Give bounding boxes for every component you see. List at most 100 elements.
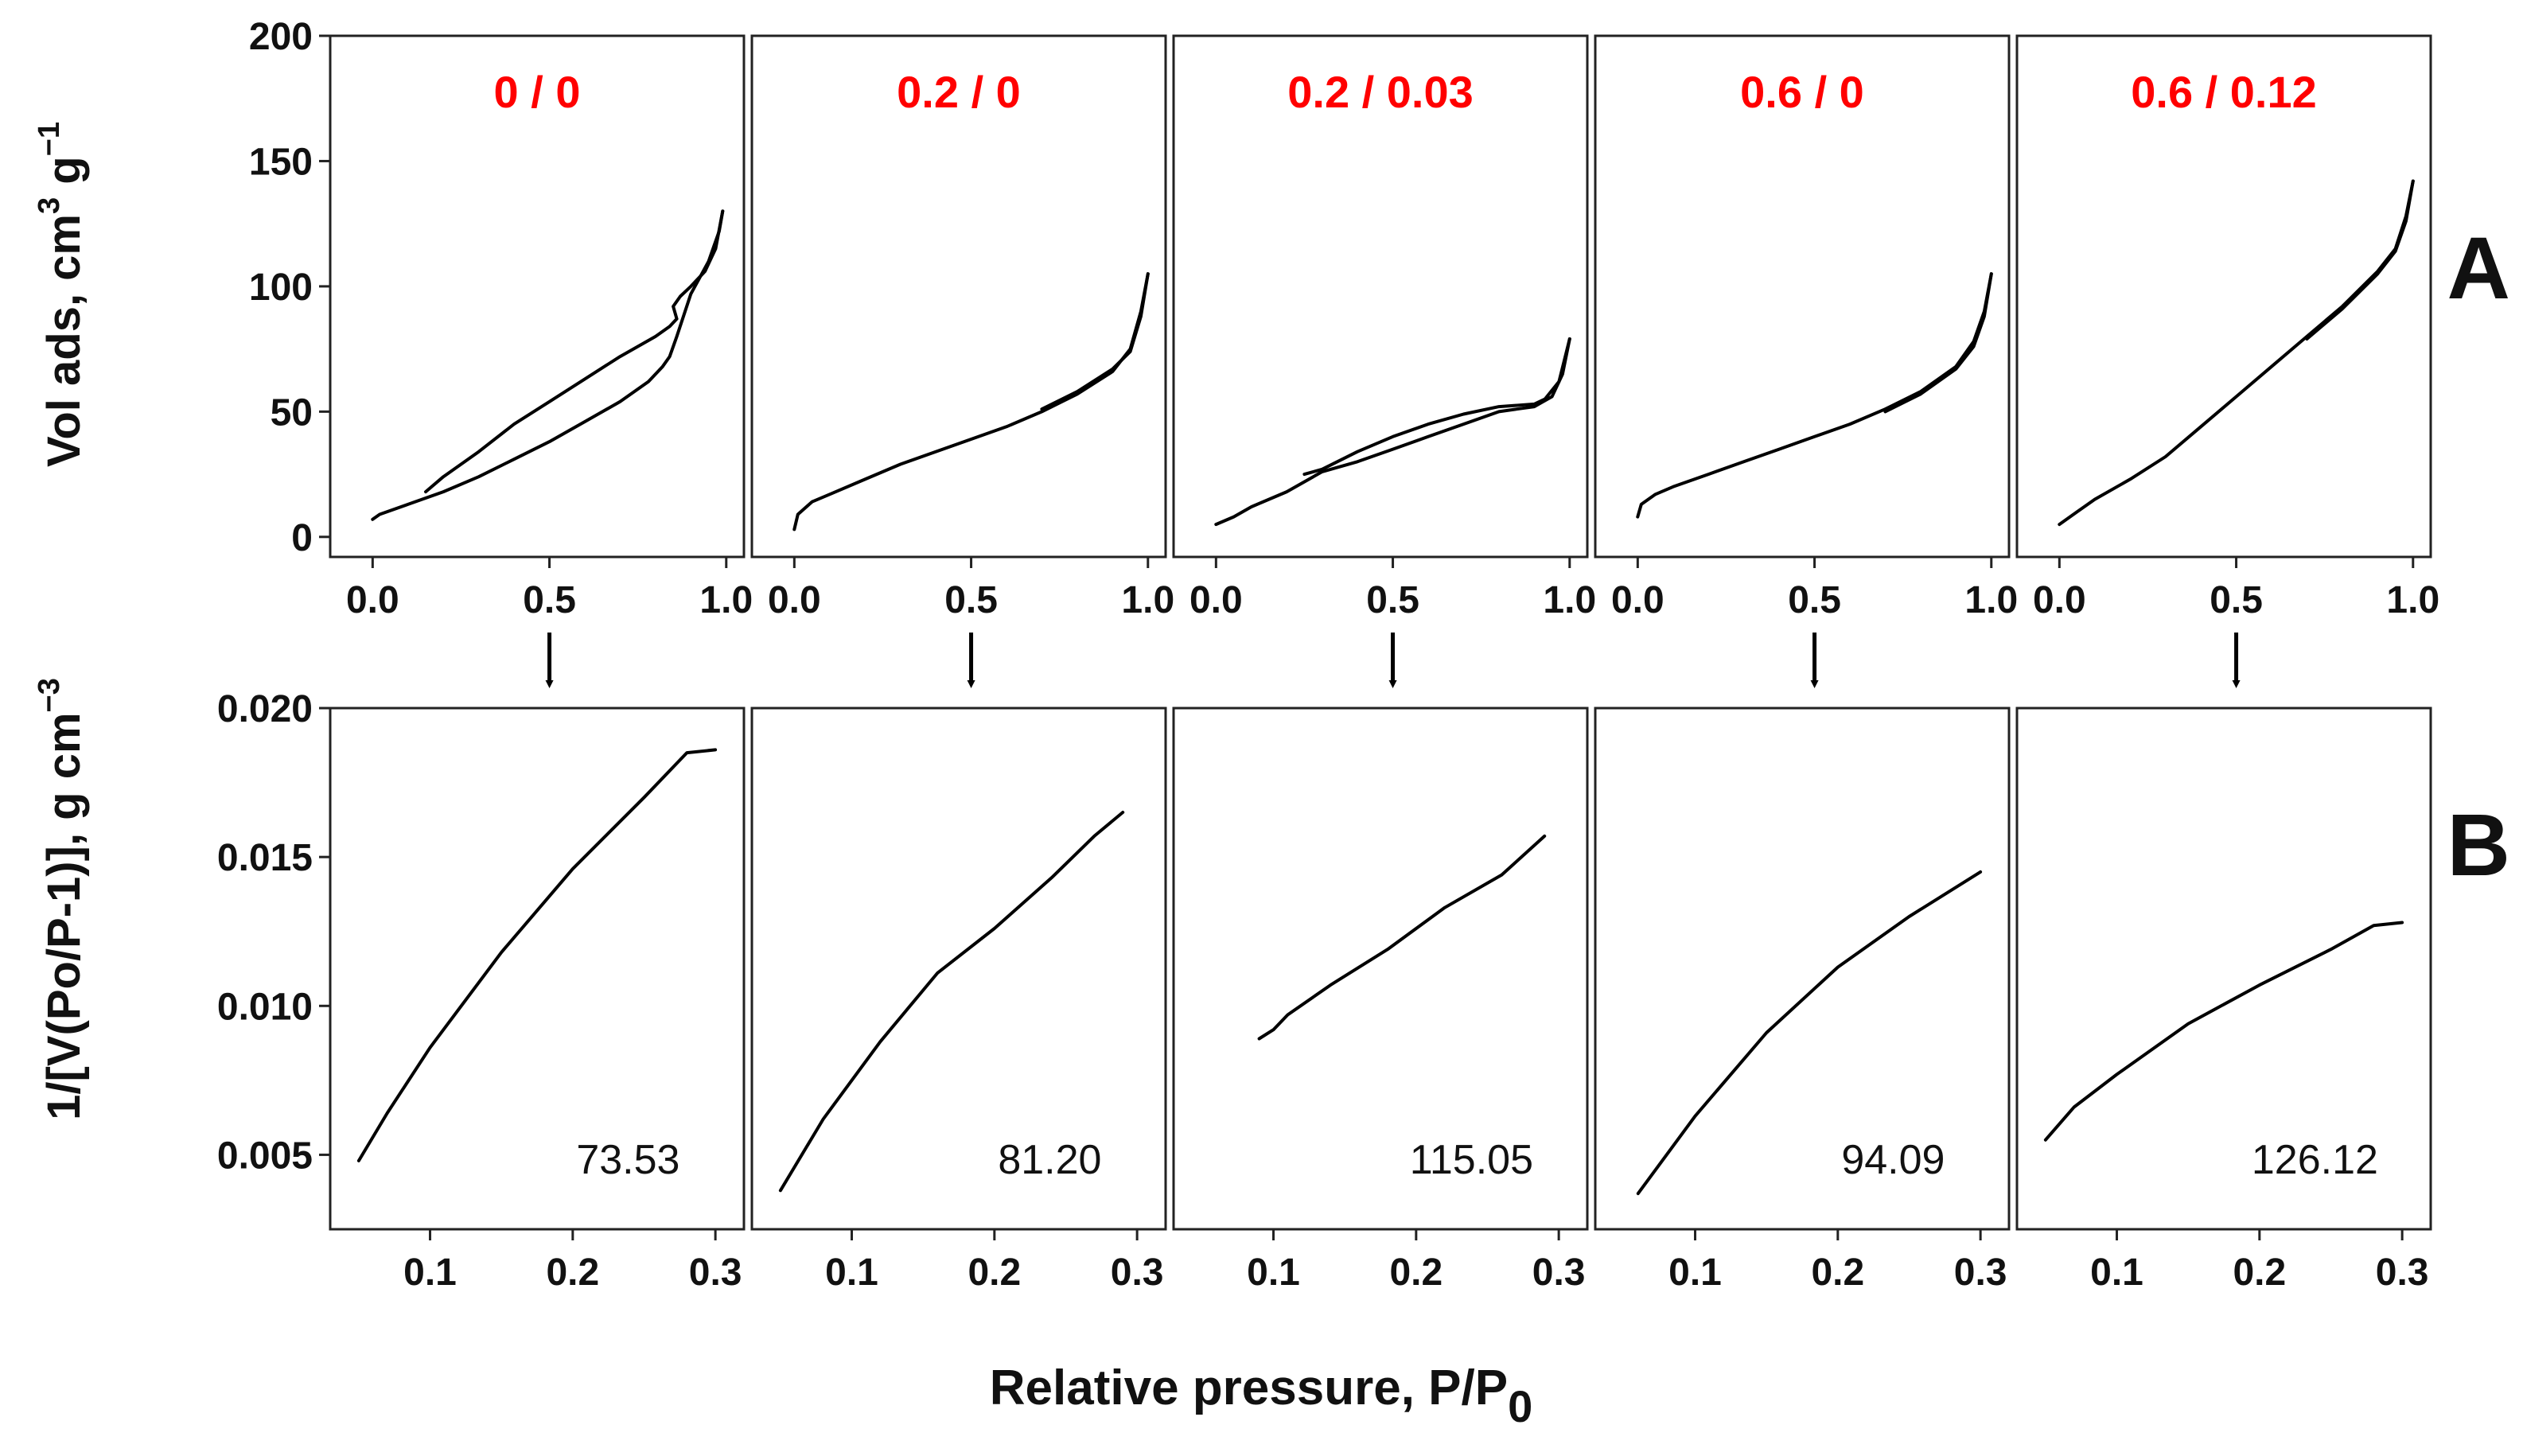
- y-tick-label: 0.010: [217, 986, 313, 1028]
- adsorption-curve: [792, 272, 1150, 531]
- y-tick-label: 50: [271, 391, 313, 434]
- x-tick-label: 0.0: [1189, 579, 1243, 621]
- bet-surface-value: 126.12: [2252, 1137, 2378, 1183]
- x-tick-label: 0.2: [2233, 1252, 2286, 1294]
- xlabel-main: Relative pressure, P/P: [990, 1361, 1508, 1415]
- adsorption-curve: [1214, 337, 1571, 527]
- x-tick-label: 0.5: [2210, 579, 2263, 621]
- adsorption-curve: [1636, 272, 1993, 519]
- bet-surface-value: 73.53: [576, 1137, 679, 1183]
- x-tick-label: 0.1: [1247, 1252, 1300, 1294]
- plot-frame: [329, 34, 746, 559]
- bet-surface-value: 115.05: [1410, 1137, 1533, 1183]
- bet-row: 73.53 0.1 0.2 0.3 0.005 0.010 0.015 0.020 81.20 0…: [217, 688, 2432, 1294]
- x-tick-label: 0.1: [403, 1252, 457, 1294]
- bet-surface-value: 94.09: [1841, 1137, 1945, 1183]
- bet-line: [356, 748, 718, 1162]
- sample-title: 0.6 / 0.12: [2131, 67, 2317, 117]
- isotherm-panel: 0.2 / 0 0.0 0.5 1.0: [750, 34, 1174, 621]
- x-tick-label: 1.0: [1964, 579, 2018, 621]
- y-tick-label: 0.020: [217, 688, 313, 730]
- x-tick-label: 0.3: [1954, 1252, 2007, 1294]
- x-tick-label: 1.0: [699, 579, 753, 621]
- y-tick-label: 150: [249, 141, 313, 183]
- y-tick-label: 200: [249, 16, 313, 58]
- x-tick-label: 0.2: [968, 1252, 1021, 1294]
- bet-panel: 115.05 0.1 0.2 0.3: [1172, 707, 1589, 1294]
- plot-frame: [1172, 707, 1589, 1231]
- desorption-curve: [1302, 337, 1571, 477]
- x-tick-label: 0.5: [1788, 579, 1841, 621]
- x-tick-label: 0.5: [523, 579, 576, 621]
- x-tick-label: 0.2: [1389, 1252, 1443, 1294]
- bet-line: [778, 811, 1125, 1193]
- plot-frame: [329, 707, 746, 1231]
- bet-ylabel-main: 1/[V(Po/P-1)], g cm: [38, 712, 90, 1119]
- isotherm-panel: 0 / 0 0.0 0.5 1.0 0 50 100 150 200: [249, 16, 753, 621]
- sample-title: 0.6 / 0: [1740, 67, 1864, 117]
- x-tick-label: 0.5: [1366, 579, 1419, 621]
- x-tick-label: 1.0: [1543, 579, 1596, 621]
- bet-surface-value: 81.20: [998, 1137, 1101, 1183]
- isotherm-panel: 0.6 / 0 0.0 0.5 1.0: [1594, 34, 2018, 621]
- isotherm-ylabel-sup1: 3: [33, 197, 66, 214]
- x-tick-label: 0.0: [1611, 579, 1664, 621]
- x-tick-label: 1.0: [2386, 579, 2439, 621]
- bet-ylabel-sup: −3: [33, 678, 66, 712]
- bet-line: [2043, 921, 2404, 1142]
- x-tick-label: 0.1: [2090, 1252, 2143, 1294]
- desorption-curve: [424, 209, 725, 494]
- bet-panel: 73.53 0.1 0.2 0.3 0.005 0.010 0.015 0.020: [217, 688, 746, 1294]
- plot-frame: [1594, 707, 2011, 1231]
- plot-frame: [750, 707, 1167, 1231]
- bet-panel: 81.20 0.1 0.2 0.3: [750, 707, 1167, 1294]
- isotherm-ylabel-main: Vol ads, cm: [38, 214, 90, 467]
- xlabel-sub: 0: [1508, 1381, 1532, 1431]
- plot-frame: [1172, 34, 1589, 559]
- x-tick-label: 0.0: [768, 579, 821, 621]
- x-tick-label: 1.0: [1121, 579, 1174, 621]
- sample-title: 0 / 0: [494, 67, 581, 117]
- x-tick-label: 0.3: [2376, 1252, 2429, 1294]
- x-tick-label: 0.1: [825, 1252, 878, 1294]
- isotherm-y-axis-label: Vol ads, cm3 g−1: [33, 122, 90, 467]
- bet-line: [1257, 834, 1547, 1041]
- bet-panel: 94.09 0.1 0.2 0.3: [1594, 707, 2011, 1294]
- bet-line: [1636, 870, 1983, 1196]
- isotherm-panel: 0.2 / 0.03 0.0 0.5 1.0: [1172, 34, 1596, 621]
- plot-frame: [2015, 707, 2432, 1231]
- plot-frame: [1594, 34, 2011, 559]
- plot-frame: [2015, 34, 2432, 559]
- x-axis-label: Relative pressure, P/P0: [990, 1361, 1533, 1431]
- adsorption-curve: [371, 209, 725, 521]
- isotherm-row: 0 / 0 0.0 0.5 1.0 0 50 100 150 200 0.2 / 0 0.0 0.5 1…: [249, 16, 2439, 621]
- y-tick-label: 100: [249, 267, 313, 309]
- y-tick-label: 0.005: [217, 1135, 313, 1177]
- x-tick-label: 0.0: [2033, 579, 2086, 621]
- x-tick-label: 0.3: [689, 1252, 742, 1294]
- bet-y-axis-label: 1/[V(Po/P-1)], g cm−3: [33, 678, 90, 1120]
- bet-panel: 126.12 0.1 0.2 0.3: [2015, 707, 2432, 1294]
- x-tick-label: 0.1: [1668, 1252, 1722, 1294]
- x-tick-label: 0.3: [1111, 1252, 1164, 1294]
- sample-title: 0.2 / 0: [897, 67, 1021, 117]
- x-tick-label: 0.2: [1811, 1252, 1864, 1294]
- isotherm-ylabel-mid: g: [38, 156, 90, 197]
- x-tick-label: 0.5: [944, 579, 998, 621]
- transition-arrows: [545, 633, 2241, 688]
- y-tick-label: 0.015: [217, 837, 313, 879]
- desorption-curve: [2305, 179, 2415, 341]
- y-tick-label: 0: [291, 517, 313, 559]
- desorption-curve: [1883, 272, 1993, 414]
- plot-frame: [750, 34, 1167, 559]
- sample-title: 0.2 / 0.03: [1287, 67, 1474, 117]
- row-label-b: B: [2447, 796, 2510, 894]
- isotherm-ylabel-sup2: −1: [33, 122, 66, 156]
- isotherm-panel: 0.6 / 0.12 0.0 0.5 1.0: [2015, 34, 2439, 621]
- x-tick-label: 0.2: [546, 1252, 599, 1294]
- adsorption-curve: [2058, 179, 2415, 527]
- x-tick-label: 0.0: [346, 579, 399, 621]
- x-tick-label: 0.3: [1532, 1252, 1586, 1294]
- row-label-a: A: [2447, 220, 2510, 317]
